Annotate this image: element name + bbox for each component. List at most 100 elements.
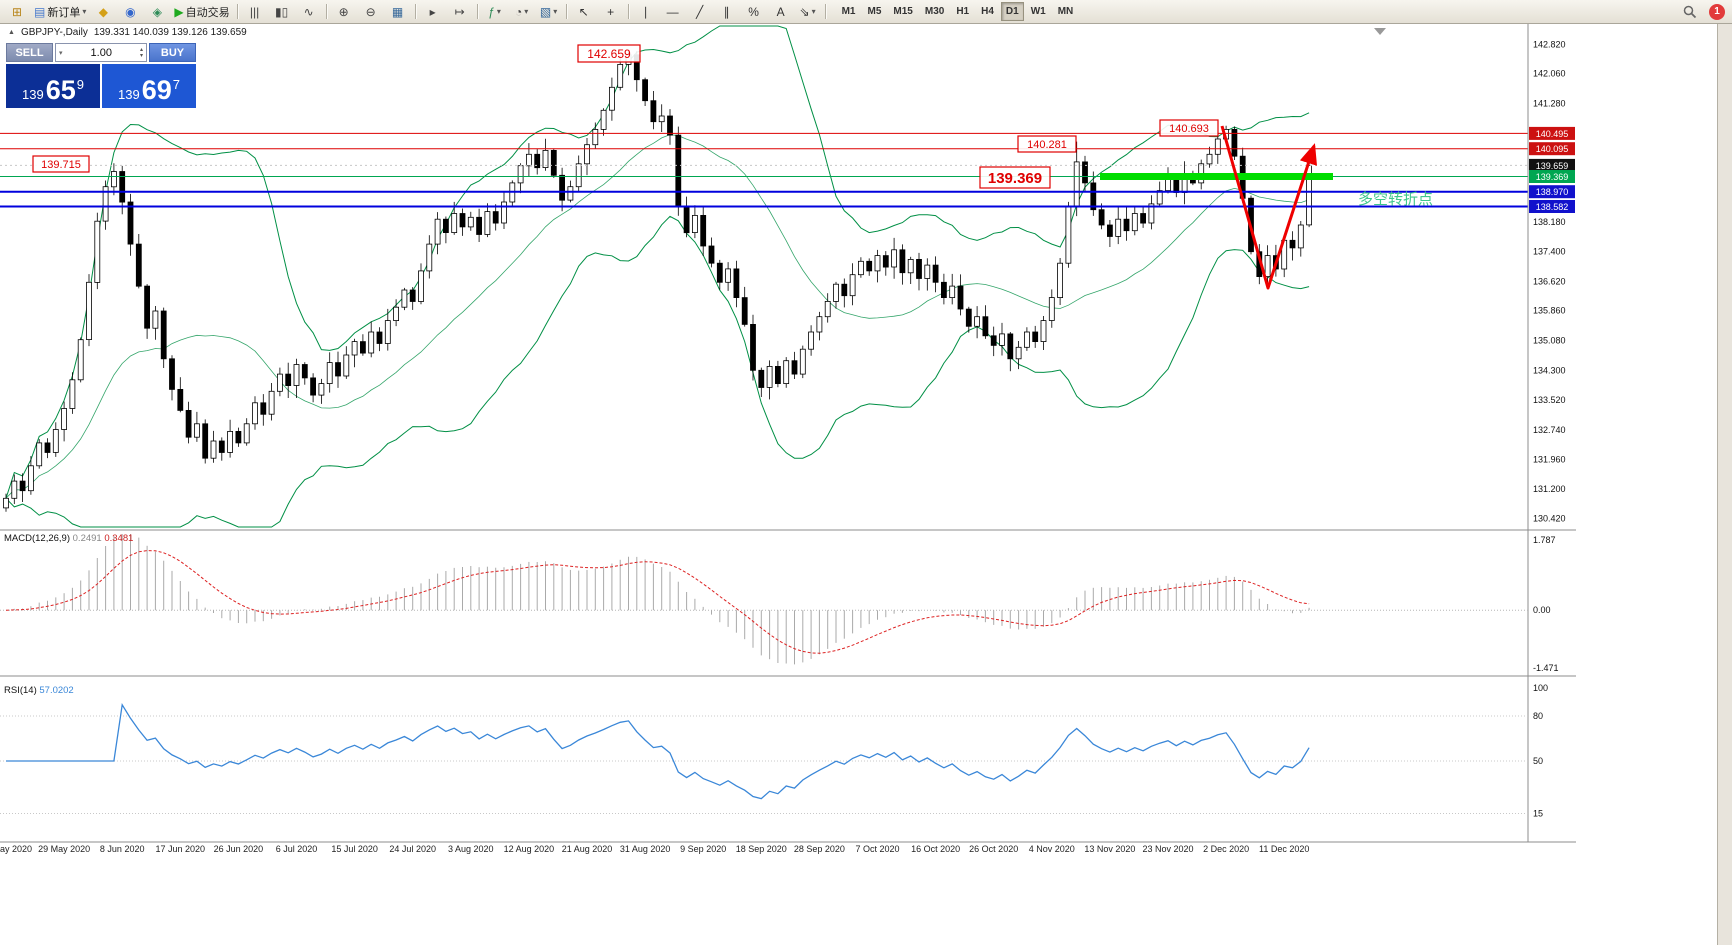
candlestick-mode-button[interactable]: ▮▯	[269, 1, 295, 23]
svg-text:140.095: 140.095	[1536, 144, 1569, 154]
candles-layer	[3, 50, 1312, 512]
svg-text:26 Oct 2020: 26 Oct 2020	[969, 844, 1018, 854]
volume-input[interactable]	[65, 45, 137, 60]
panel-separators[interactable]	[0, 24, 1576, 843]
candlestick-mode-icon: ▮▯	[274, 4, 289, 19]
text-label-icon: A	[776, 4, 785, 19]
svg-text:20 May 2020: 20 May 2020	[0, 844, 32, 854]
text-label-button[interactable]: A	[768, 1, 794, 23]
svg-text:2 Dec 2020: 2 Dec 2020	[1203, 844, 1249, 854]
metaeditor-button[interactable]: ◆	[90, 1, 116, 23]
autotrading-label: 自动交易	[185, 6, 230, 19]
cursor-button[interactable]: ↖	[571, 1, 597, 23]
svg-text:138.180: 138.180	[1533, 217, 1566, 227]
periods-button[interactable]: ◔ ▾	[509, 1, 535, 23]
toolbar-separator	[476, 4, 478, 19]
svg-text:MACD(12,26,9) 0.2491 0.3481: MACD(12,26,9) 0.2491 0.3481	[4, 533, 133, 544]
trendline-button[interactable]: ╱	[687, 1, 713, 23]
timeframe-w1-button[interactable]: W1	[1030, 6, 1046, 17]
svg-text:28 Sep 2020: 28 Sep 2020	[794, 844, 845, 854]
new-order-button[interactable]: ▤ 新订单 ▾	[31, 1, 89, 23]
new-order-caret-icon[interactable]: ▾	[82, 7, 87, 16]
market-watch-button[interactable]: ◉	[117, 1, 143, 23]
svg-text:131.960: 131.960	[1533, 455, 1566, 465]
timeframe-h1-button[interactable]: H1	[956, 6, 970, 17]
timeframe-mn-button[interactable]: MN	[1057, 6, 1074, 17]
metaeditor-icon: ◆	[98, 4, 108, 19]
svg-text:139.659: 139.659	[1536, 161, 1569, 171]
svg-text:15 Jul 2020: 15 Jul 2020	[331, 844, 378, 854]
svg-text:1.787: 1.787	[1533, 535, 1556, 545]
vertical-line-button[interactable]: ∣	[633, 1, 659, 23]
auto-scroll-button[interactable]: ▸	[420, 1, 446, 23]
autotrading-button[interactable]: ▶ 自动交易	[171, 1, 232, 23]
date-axis[interactable]: 20 May 2020 29 May 2020 8 Jun 2020 17 Jun 2…	[0, 844, 1309, 854]
volume-dropdown-icon[interactable]: ▾	[59, 49, 63, 57]
zoom-in-button[interactable]: ⊕	[331, 1, 357, 23]
macd-panel[interactable]: MACD(12,26,9) 0.2491 0.3481 1.787 0.00 -1.4…	[0, 533, 1559, 673]
svg-text:7 Oct 2020: 7 Oct 2020	[855, 844, 899, 854]
timeframe-m1-button[interactable]: M1	[841, 6, 856, 17]
indicators-list-caret-icon[interactable]: ▾	[496, 7, 501, 16]
rsi-panel[interactable]: RSI(14) 57.0202 100 80 50 15	[0, 683, 1548, 819]
chart-window: 142.659 139.715 140.281 140.693 139.369 多空转折点…	[0, 24, 1732, 945]
chart-shift-button[interactable]: ↦	[447, 1, 473, 23]
arrows-tool-caret-icon[interactable]: ▾	[811, 7, 816, 16]
new-chart-button[interactable]: ⊞	[4, 1, 30, 23]
horizontal-line-button[interactable]: ―	[660, 1, 686, 23]
buy-price-button[interactable]: 139 69 7	[102, 64, 196, 108]
crosshair-button[interactable]: +	[598, 1, 624, 23]
strategy-tester-button[interactable]: ◈	[144, 1, 170, 23]
svg-text:13 Nov 2020: 13 Nov 2020	[1084, 844, 1135, 854]
bar-chart-mode-button[interactable]: |||	[242, 1, 268, 23]
price-chart[interactable]: 142.659 139.715 140.281 140.693 139.369 多空转折点…	[0, 24, 1732, 945]
price-axis[interactable]: 142.820 142.060 141.280 138.180 137.400 136.6…	[1533, 40, 1566, 524]
volume-field: ▾ ▴ ▾	[55, 43, 147, 62]
sell-price-big: 65	[45, 75, 76, 105]
vertical-scrollbar[interactable]	[1717, 24, 1732, 945]
svg-text:80: 80	[1533, 711, 1543, 721]
toolbar-separator	[565, 4, 567, 19]
trend-arrow[interactable]	[1220, 125, 1318, 290]
svg-text:100: 100	[1533, 683, 1548, 693]
arrows-tool-button[interactable]: ⇘ ▾	[795, 1, 821, 23]
volume-up-icon[interactable]: ▴	[139, 46, 143, 53]
svg-text:11 Dec 2020: 11 Dec 2020	[1259, 844, 1309, 854]
fibonacci-button[interactable]: %	[741, 1, 767, 23]
equidistant-channel-button[interactable]: ∥	[714, 1, 740, 23]
timeframe-m5-button[interactable]: M5	[867, 6, 882, 17]
timeframe-m30-button[interactable]: M30	[924, 6, 945, 17]
auto-scroll-icon: ▸	[429, 4, 436, 19]
timeframe-h4-button[interactable]: H4	[981, 6, 994, 17]
timeframe-d1-button[interactable]: D1	[1000, 2, 1024, 21]
trade-prices-row: 139 65 9 139 69 7	[6, 64, 196, 108]
sell-button[interactable]: SELL	[6, 43, 53, 62]
symbol-period-label: GBPJPY-,Daily	[20, 27, 88, 38]
indicators-list-button[interactable]: ƒ ▾	[482, 1, 508, 23]
svg-text:142.820: 142.820	[1533, 40, 1566, 50]
timeframe-button-group: M1 M5 M15 M30 H1 H4 D1 W1 MN	[837, 2, 1079, 21]
svg-text:140.495: 140.495	[1536, 129, 1569, 139]
templates-caret-icon[interactable]: ▾	[553, 7, 558, 16]
notification-badge[interactable]: 1	[1709, 3, 1725, 20]
periods-caret-icon[interactable]: ▾	[524, 7, 529, 16]
toolbar-right-group: 1	[1677, 1, 1728, 23]
indicators-list-icon: ƒ	[488, 4, 495, 19]
volume-down-icon[interactable]: ▾	[139, 52, 143, 59]
horizontal-lines[interactable]	[0, 132, 1528, 208]
price-callouts[interactable]: 142.659 139.715 140.281 140.693 139.369	[32, 44, 1219, 189]
sell-price-button[interactable]: 139 65 9	[6, 64, 100, 108]
templates-button[interactable]: ▧ ▾	[536, 1, 562, 23]
timeframe-m15-button[interactable]: M15	[893, 6, 913, 17]
zoom-out-icon: ⊖	[365, 4, 376, 19]
zoom-in-icon: ⊕	[338, 4, 349, 19]
zoom-out-button[interactable]: ⊖	[358, 1, 384, 23]
svg-text:140.281: 140.281	[1027, 139, 1067, 151]
tile-windows-button[interactable]: ▦	[385, 1, 411, 23]
buy-button[interactable]: BUY	[149, 43, 196, 62]
ohlc-values: 139.331 140.039 139.126 139.659	[93, 27, 247, 38]
search-icon[interactable]	[1677, 1, 1703, 23]
line-chart-mode-button[interactable]: ∿	[296, 1, 322, 23]
equidistant-channel-icon: ∥	[723, 4, 730, 19]
